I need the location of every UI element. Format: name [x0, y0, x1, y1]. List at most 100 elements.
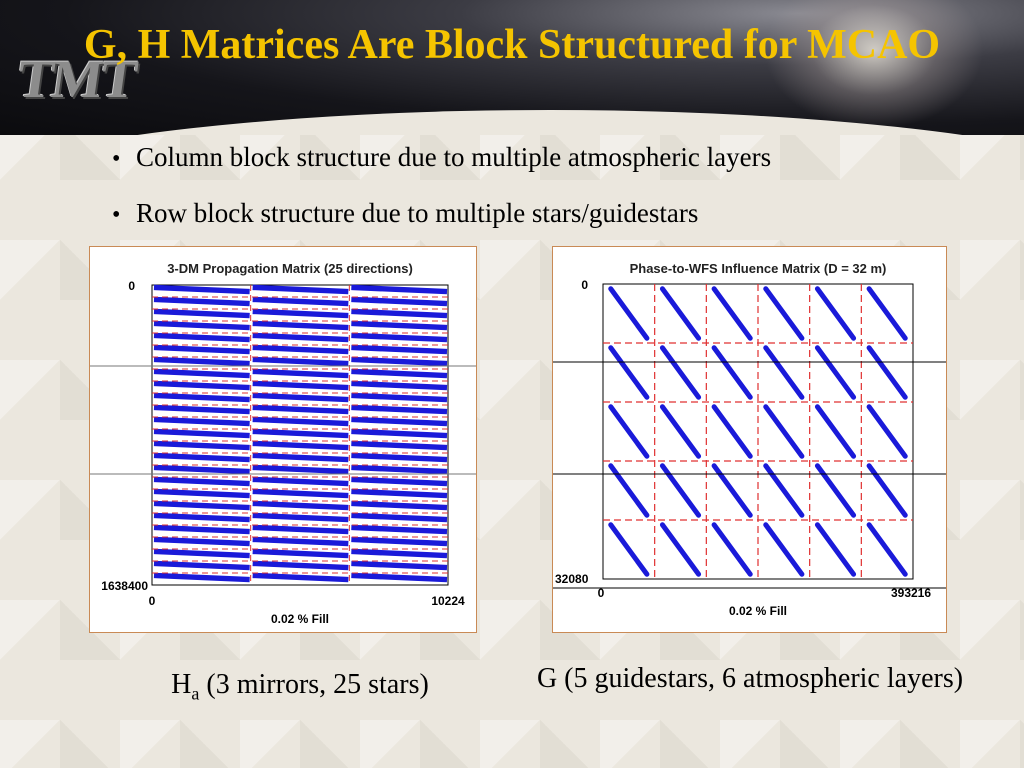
matrix-block-band	[153, 488, 250, 499]
left-figure-panel: 3-DM Propagation Matrix (25 directions) …	[89, 246, 477, 633]
matrix-diagonal-band	[608, 345, 650, 400]
matrix-diagonal-band	[763, 345, 805, 400]
matrix-diagonal-band	[608, 286, 650, 341]
matrix-diagonal-band	[711, 404, 753, 459]
matrix-block-band	[252, 572, 349, 583]
matrix-block-band	[351, 488, 448, 499]
matrix-block-band	[153, 500, 250, 511]
matrix-block-band	[252, 392, 349, 403]
matrix-block-band	[351, 428, 448, 439]
matrix-block-band	[153, 548, 250, 559]
matrix-block-band	[351, 464, 448, 475]
matrix-block-band	[153, 416, 250, 427]
matrix-diagonal-band	[866, 404, 908, 459]
bullet-text: Column block structure due to multiple a…	[136, 142, 772, 172]
matrix-diagonal-band	[711, 522, 753, 577]
matrix-block-band	[252, 548, 349, 559]
matrix-block-band	[351, 404, 448, 415]
matrix-block-band	[252, 308, 349, 319]
caption-rest: (3 mirrors, 25 stars)	[199, 669, 429, 700]
bullet-icon: •	[112, 202, 121, 228]
matrix-block-band	[252, 356, 349, 367]
influence-matrix-plot: Phase-to-WFS Influence Matrix (D = 32 m)…	[553, 261, 946, 618]
right-caption: G (5 guidestars, 6 atmospheric layers)	[536, 663, 964, 694]
matrix-block-band	[351, 524, 448, 535]
matrix-block-band	[351, 536, 448, 547]
left-plot-title: 3-DM Propagation Matrix (25 directions)	[167, 261, 413, 276]
matrix-block-band	[252, 428, 349, 439]
matrix-block-band	[351, 512, 448, 523]
matrix-block-band	[351, 560, 448, 571]
matrix-block-band	[351, 416, 448, 427]
left-caption: Ha (3 mirrors, 25 stars)	[100, 666, 500, 713]
caption-subscript: a	[191, 683, 200, 704]
matrix-block-band	[153, 476, 250, 487]
matrix-diagonal-band	[814, 404, 857, 459]
matrix-block-band	[351, 320, 448, 331]
matrix-block-band	[153, 320, 250, 331]
matrix-block-band	[252, 536, 349, 547]
matrix-block-band	[252, 452, 349, 463]
bullet-item: • Row block structure due to multiple sta…	[112, 186, 771, 242]
left-x-left-label: 0	[149, 594, 156, 608]
matrix-block-band	[153, 392, 250, 403]
matrix-diagonal-band	[814, 522, 857, 577]
matrix-block-band	[351, 308, 448, 319]
matrix-block-band	[153, 344, 250, 355]
matrix-block-band	[252, 512, 349, 523]
matrix-block-band	[153, 464, 250, 475]
left-x-right-label: 10224	[431, 594, 465, 608]
matrix-block-band	[252, 296, 349, 307]
matrix-block-band	[153, 440, 250, 451]
matrix-diagonal-band	[814, 286, 857, 341]
matrix-block-band	[153, 452, 250, 463]
matrix-block-band	[351, 392, 448, 403]
matrix-block-band	[153, 536, 250, 547]
bullet-text: Row block structure due to multiple star…	[136, 198, 699, 228]
matrix-diagonal-band	[659, 286, 702, 341]
matrix-diagonal-band	[763, 522, 805, 577]
matrix-diagonal-band	[711, 286, 753, 341]
matrix-block-band	[252, 476, 349, 487]
matrix-block-band	[252, 464, 349, 475]
matrix-block-band	[252, 440, 349, 451]
matrix-block-band	[351, 572, 448, 583]
matrix-block-band	[252, 332, 349, 343]
matrix-block-band	[351, 344, 448, 355]
matrix-block-band	[351, 296, 448, 307]
matrix-diagonal-band	[711, 345, 753, 400]
left-y-top-label: 0	[128, 279, 135, 293]
matrix-block-band	[252, 416, 349, 427]
matrix-block-band	[351, 332, 448, 343]
matrix-block-band	[252, 488, 349, 499]
matrix-diagonal-band	[659, 404, 702, 459]
matrix-block-band	[153, 404, 250, 415]
bullet-list: • Column block structure due to multiple …	[112, 130, 771, 242]
right-figure-panel: Phase-to-WFS Influence Matrix (D = 32 m)…	[552, 246, 947, 633]
right-plot-title: Phase-to-WFS Influence Matrix (D = 32 m)	[630, 261, 887, 276]
matrix-diagonal-band	[763, 404, 805, 459]
left-fill-label: 0.02 % Fill	[271, 612, 329, 626]
matrix-block-band	[351, 476, 448, 487]
matrix-block-band	[351, 356, 448, 367]
right-fill-label: 0.02 % Fill	[729, 604, 787, 618]
matrix-block-band	[153, 332, 250, 343]
matrix-block-band	[351, 452, 448, 463]
matrix-block-band	[252, 320, 349, 331]
matrix-diagonal-band	[866, 522, 908, 577]
matrix-block-band	[153, 524, 250, 535]
matrix-block-band	[153, 356, 250, 367]
matrix-block-band	[351, 380, 448, 391]
right-x-right-label: 393216	[891, 586, 931, 600]
matrix-block-band	[252, 380, 349, 391]
matrix-block-band	[153, 296, 250, 307]
matrix-diagonal-band	[659, 522, 702, 577]
left-y-bottom-label: 1638400	[101, 579, 148, 593]
matrix-block-band	[153, 428, 250, 439]
matrix-diagonal-band	[608, 522, 650, 577]
matrix-block-band	[252, 524, 349, 535]
matrix-block-band	[153, 368, 250, 379]
bullet-item: • Column block structure due to multiple …	[112, 130, 771, 186]
matrix-block-band	[153, 308, 250, 319]
matrix-diagonal-band	[866, 286, 908, 341]
